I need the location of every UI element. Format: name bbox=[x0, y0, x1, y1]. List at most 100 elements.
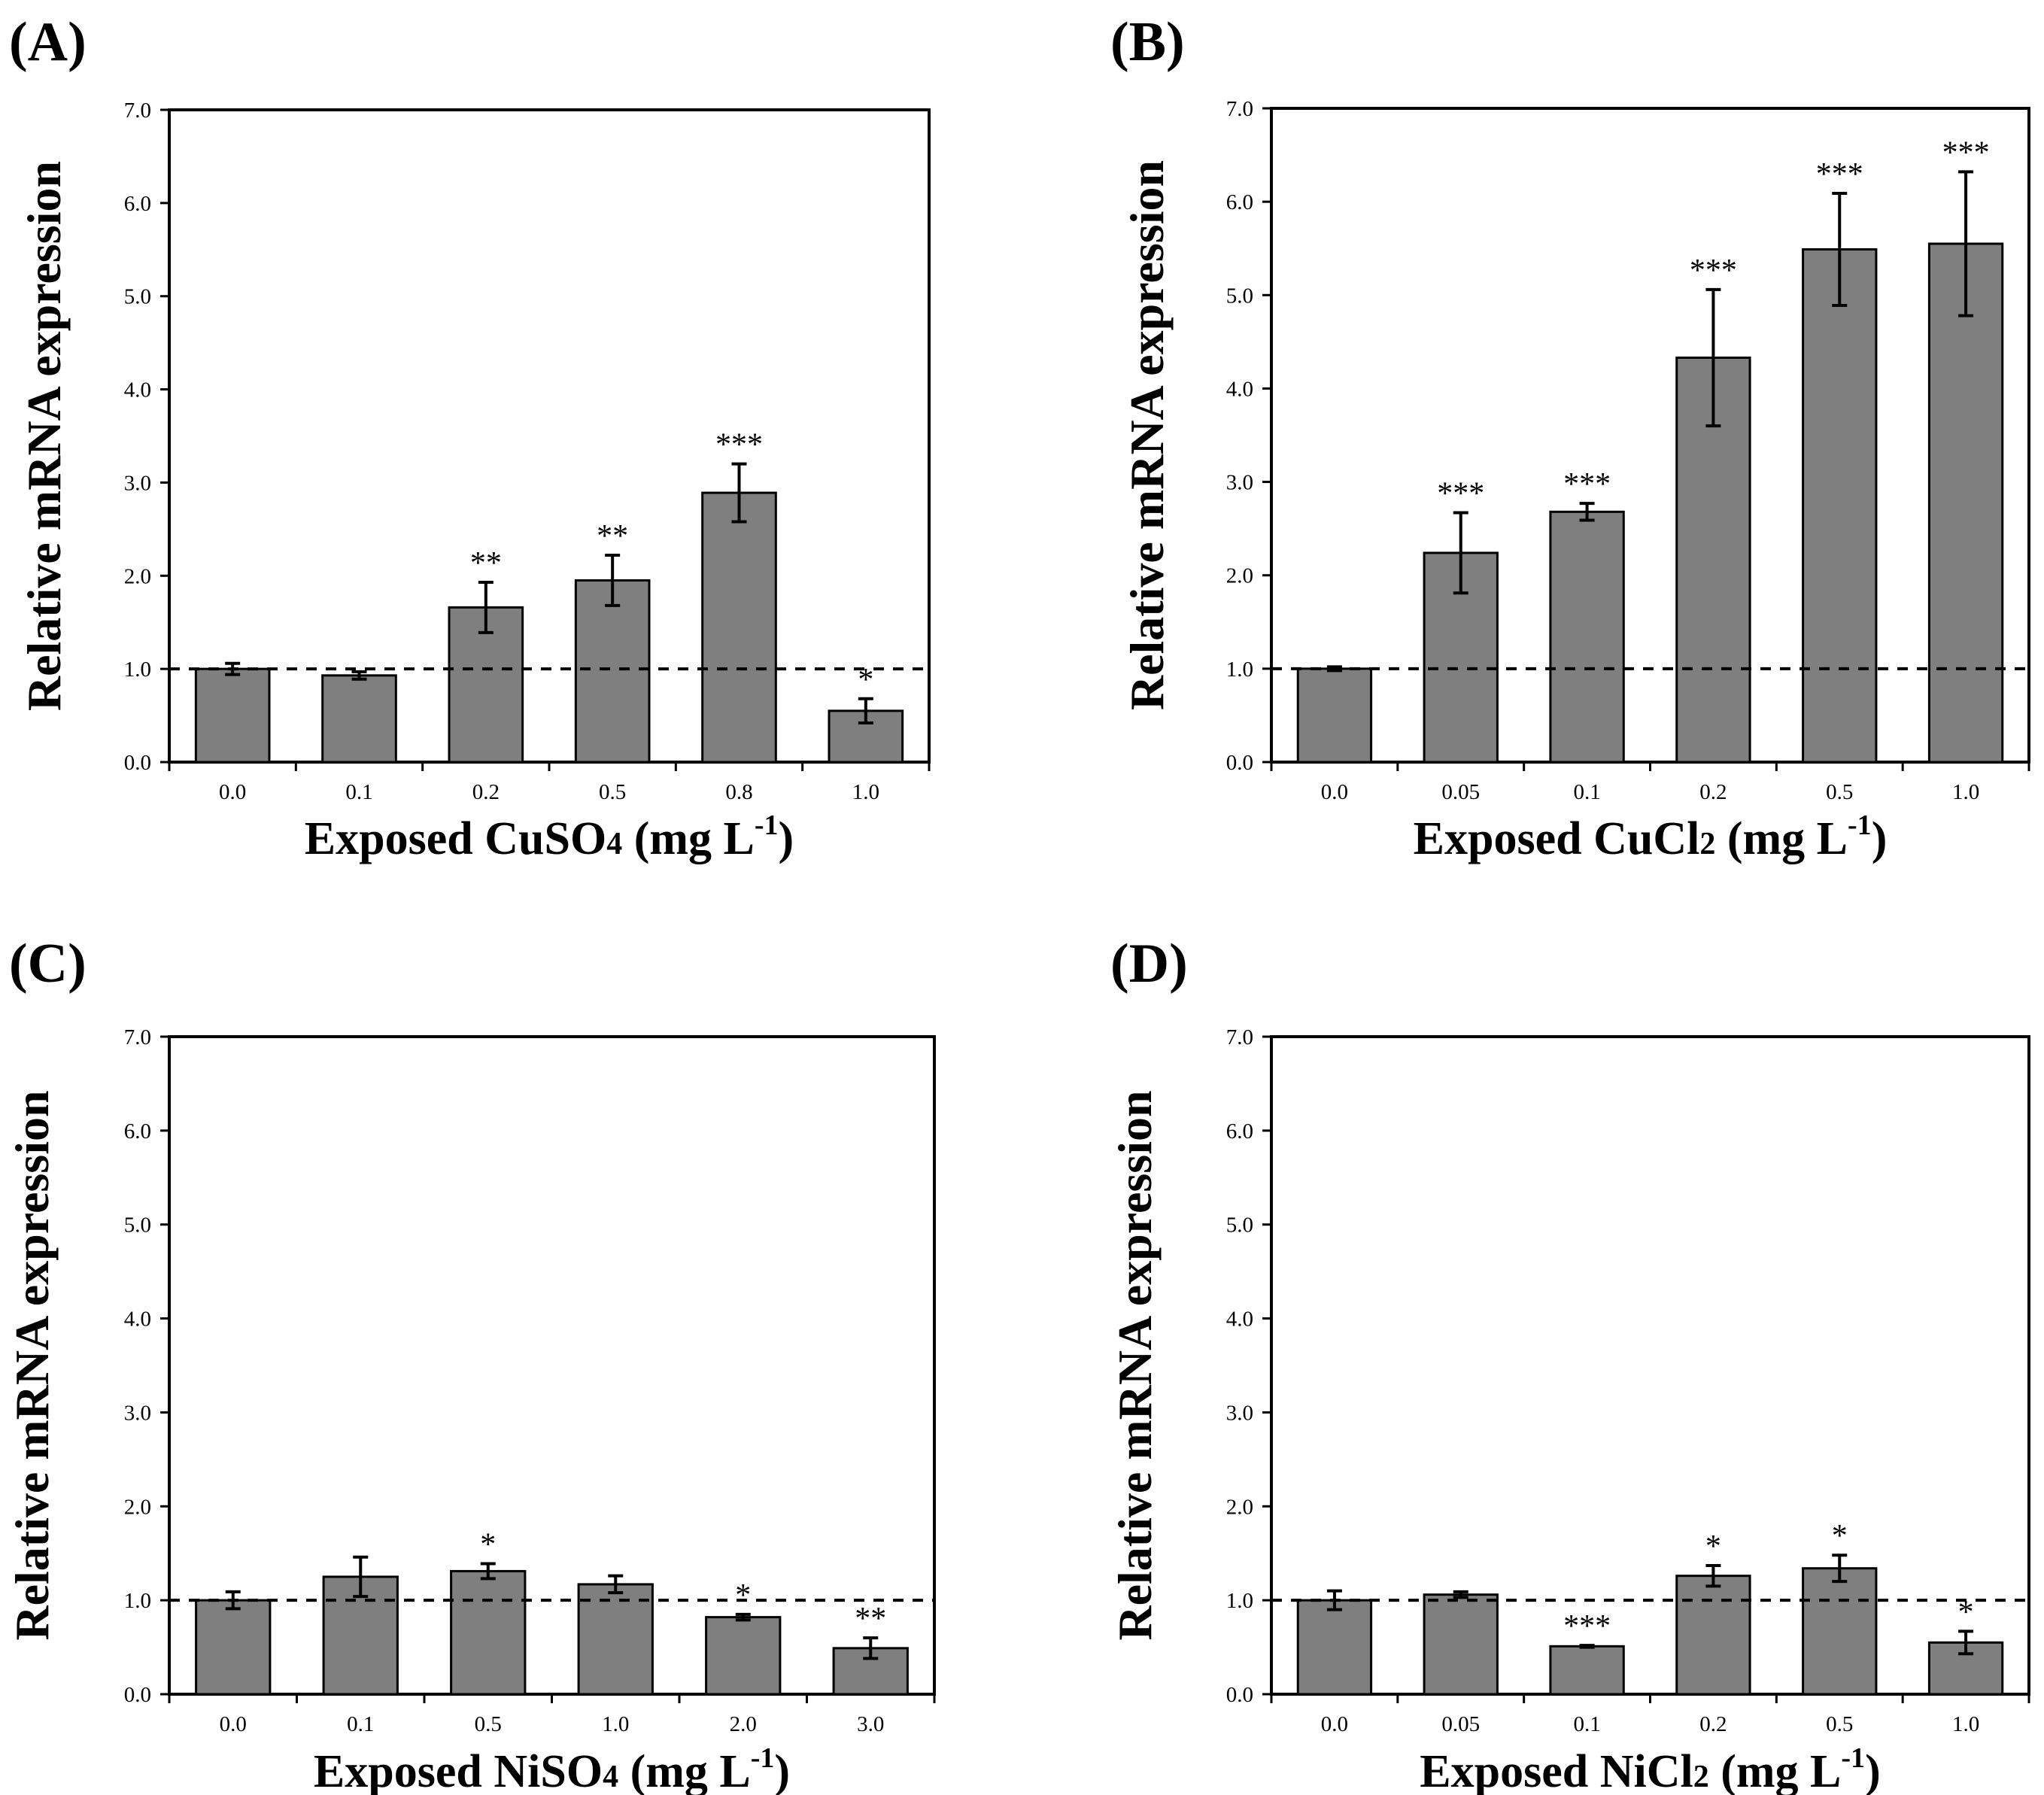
x-axis-label: Exposed CuSO4 (mg L-1) bbox=[305, 809, 794, 864]
bar bbox=[1423, 1593, 1499, 1696]
y-tick-label: 6.0 bbox=[124, 192, 151, 216]
x-axis-label-sub: 2 bbox=[1693, 1760, 1709, 1794]
plot-frame bbox=[168, 1035, 936, 1696]
x-tick-label: 3.0 bbox=[857, 1712, 884, 1736]
chart-panel-d: (D)0.01.02.03.04.05.06.07.00.0 0.05 0.1***… bbox=[1108, 933, 2030, 1795]
significance-marker: *** bbox=[715, 428, 763, 463]
bar bbox=[1675, 1575, 1751, 1696]
x-axis-label: Exposed NiCl2 (mg L-1) bbox=[1420, 1742, 1880, 1795]
chart-panel-c: (C) 0.0 1.0 2.0 3.0 4.0 5.0 6.0 7.0 0.0 0.1 0.5 * 1.0… bbox=[5, 933, 936, 1795]
y-tick-label: 5.0 bbox=[1226, 284, 1253, 308]
x-tick-label: 1.0 bbox=[852, 780, 879, 804]
x-tick-label: 0.05 bbox=[1441, 780, 1480, 804]
x-tick-label: 2.0 bbox=[730, 1712, 757, 1736]
y-tick-label: 0.0 bbox=[1226, 751, 1253, 775]
significance-marker: ** bbox=[470, 546, 502, 581]
x-axis-label-sup: -1 bbox=[755, 809, 779, 841]
y-tick-label: 4.0 bbox=[124, 1308, 151, 1332]
y-tick-label: 6.0 bbox=[124, 1119, 151, 1144]
significance-marker: ** bbox=[597, 519, 628, 554]
x-axis-label-main: Exposed CuCl bbox=[1414, 813, 1700, 864]
bar bbox=[194, 667, 271, 764]
x-axis-label-sub: 2 bbox=[1699, 827, 1715, 861]
x-axis-label-close: ) bbox=[774, 1746, 790, 1795]
x-axis-label-main: Exposed NiCl bbox=[1420, 1746, 1693, 1795]
plot-frame bbox=[1270, 107, 2030, 764]
x-axis-label: Exposed NiSO4 (mg L-1) bbox=[314, 1742, 790, 1795]
chart-panel-b: (B) 0.0 1.0 2.0 3.0 4.0 5.0 6.0 7.0 0.0 0.05 *** 0.1… bbox=[1110, 11, 2030, 864]
y-tick-label: 2.0 bbox=[1226, 1495, 1253, 1519]
y-tick-label: 7.0 bbox=[124, 99, 151, 123]
y-tick-label: 5.0 bbox=[124, 1213, 151, 1238]
x-axis-label-sup: -1 bbox=[1848, 809, 1872, 841]
y-tick-label: 0.0 bbox=[124, 751, 151, 775]
x-axis-label-sub: 4 bbox=[606, 827, 622, 861]
significance-marker: *** bbox=[1816, 157, 1863, 192]
x-tick-label: 0.5 bbox=[599, 780, 626, 804]
y-tick-label: 3.0 bbox=[1226, 1401, 1253, 1425]
bar bbox=[195, 1599, 272, 1696]
y-tick-label: 7.0 bbox=[1226, 97, 1253, 121]
panel-label: (A) bbox=[9, 11, 87, 73]
y-tick-label: 4.0 bbox=[1226, 377, 1253, 401]
x-tick-label: 0.2 bbox=[472, 780, 500, 804]
bar bbox=[574, 579, 651, 764]
y-tick-label: 3.0 bbox=[124, 471, 151, 495]
panel-label: (C) bbox=[9, 933, 87, 995]
y-axis-label: Relative mRNA expression bbox=[1108, 1090, 1162, 1640]
y-axis-label: Relative mRNA expression bbox=[17, 161, 71, 711]
y-axis-label: Relative mRNA expression bbox=[1120, 160, 1174, 710]
significance-marker: *** bbox=[1437, 477, 1484, 512]
x-axis-label-close: ) bbox=[1872, 813, 1888, 864]
chart-panel-a: (A) 0.0 1.0 2.0 3.0 4.0 5.0 6.0 7.0 0.0 0.1 0.2 ** 0.… bbox=[9, 11, 931, 864]
y-tick-label: 6.0 bbox=[1226, 190, 1253, 214]
y-tick-label: 2.0 bbox=[1226, 564, 1253, 588]
significance-marker: * bbox=[858, 663, 873, 697]
significance-marker: * bbox=[1705, 1529, 1721, 1564]
x-axis-label-main: Exposed NiSO bbox=[314, 1746, 603, 1795]
x-tick-label: 0.1 bbox=[347, 1712, 374, 1736]
x-tick-label: 0.0 bbox=[1321, 780, 1348, 804]
x-tick-label: 1.0 bbox=[1952, 1712, 1979, 1736]
x-tick-label: 0.8 bbox=[725, 780, 752, 804]
x-axis-label: Exposed CuCl2 (mg L-1) bbox=[1414, 809, 1888, 864]
y-tick-label: 2.0 bbox=[124, 564, 151, 588]
significance-marker: *** bbox=[1942, 135, 1990, 170]
y-tick-label: 0.0 bbox=[124, 1683, 151, 1707]
bar bbox=[1296, 667, 1373, 764]
y-tick-label: 5.0 bbox=[124, 285, 151, 309]
y-tick-label: 1.0 bbox=[1226, 1589, 1253, 1613]
x-axis-label-unit: (mg L bbox=[1715, 813, 1848, 864]
bar bbox=[1296, 1599, 1373, 1696]
y-tick-label: 7.0 bbox=[124, 1025, 151, 1049]
significance-marker: * bbox=[1832, 1519, 1848, 1554]
x-tick-label: 1.0 bbox=[1952, 780, 1979, 804]
y-tick-label: 7.0 bbox=[1226, 1025, 1253, 1049]
x-axis-label-main: Exposed CuSO bbox=[305, 813, 606, 864]
y-axis-label: Relative mRNA expression bbox=[5, 1090, 59, 1640]
y-tick-label: 0.0 bbox=[1226, 1683, 1253, 1707]
significance-marker: *** bbox=[1563, 467, 1611, 502]
bar bbox=[705, 1616, 782, 1696]
y-tick-label: 4.0 bbox=[1226, 1308, 1253, 1332]
y-tick-label: 1.0 bbox=[1226, 658, 1253, 682]
significance-marker: * bbox=[480, 1527, 496, 1562]
panel-label: (B) bbox=[1110, 11, 1185, 73]
bar bbox=[1549, 510, 1625, 764]
significance-marker: * bbox=[1958, 1595, 1974, 1629]
plot-frame bbox=[168, 108, 931, 764]
y-tick-label: 1.0 bbox=[124, 658, 151, 682]
bar bbox=[701, 491, 777, 764]
bar bbox=[1927, 242, 2004, 764]
bar bbox=[1549, 1645, 1625, 1696]
x-tick-label: 0.5 bbox=[475, 1712, 502, 1736]
x-axis-label-unit: (mg L bbox=[622, 813, 755, 864]
x-axis-label-sup: -1 bbox=[751, 1742, 775, 1774]
x-tick-label: 0.5 bbox=[1826, 780, 1853, 804]
x-axis-label-sub: 4 bbox=[603, 1760, 618, 1794]
y-tick-label: 4.0 bbox=[124, 378, 151, 402]
x-axis-label-unit: (mg L bbox=[1709, 1746, 1842, 1795]
x-tick-label: 0.2 bbox=[1699, 780, 1727, 804]
plot-frame bbox=[1270, 1035, 2030, 1696]
